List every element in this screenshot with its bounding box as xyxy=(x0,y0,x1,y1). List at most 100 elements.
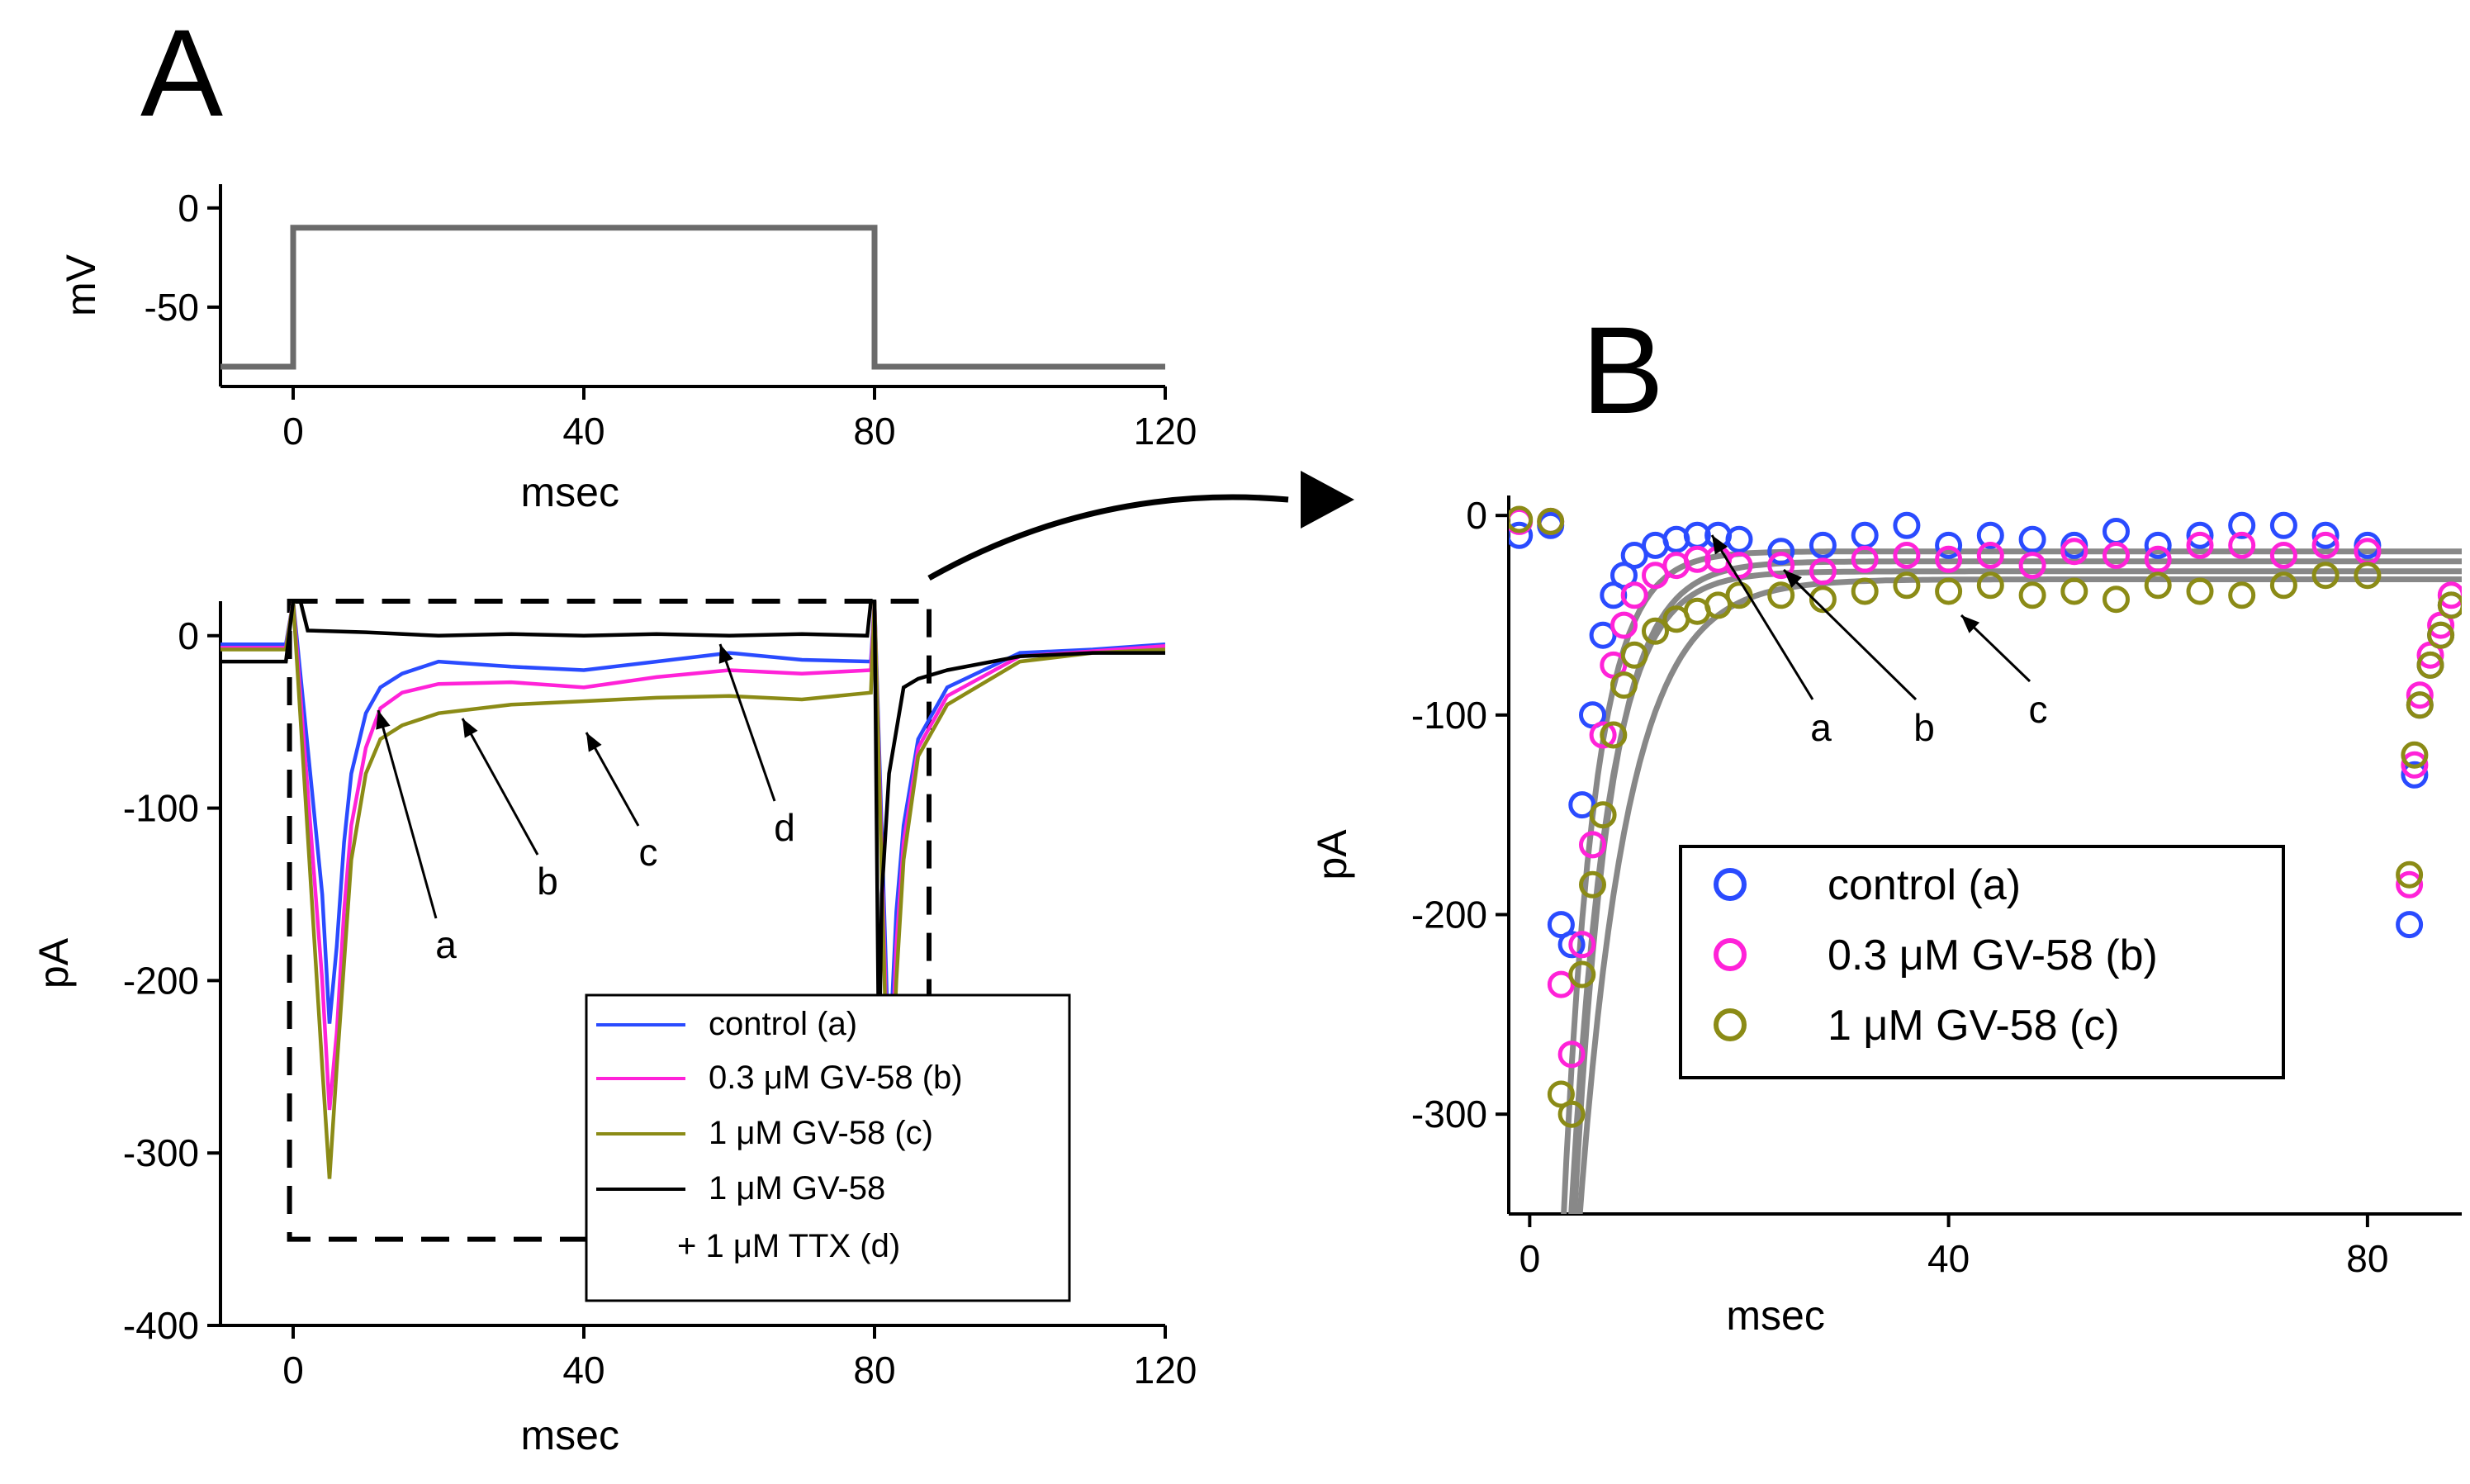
annotation-label: a xyxy=(435,923,457,966)
marker-gv58-1 xyxy=(2060,577,2088,605)
marker-gv58-1 xyxy=(1557,1100,1586,1128)
zoom-chart: 0 40 80 0 -100 -200 -300 msec pA a b c control (a) 0.… xyxy=(1309,494,2462,1339)
marker-gv58-0-3 xyxy=(1557,1041,1586,1069)
voltage-x-tick-label: 0 xyxy=(282,410,304,453)
marker-control xyxy=(1568,791,1596,819)
annotation-arrow xyxy=(461,718,539,856)
marker-control xyxy=(1767,538,1795,566)
zoom-connector-arrow xyxy=(927,494,1289,581)
marker-gv58-0-3 xyxy=(2144,545,2172,573)
fit-curve xyxy=(1572,558,2462,1214)
annotation-arrow-head xyxy=(718,644,733,664)
marker-gv58-0-3 xyxy=(1893,542,1921,569)
marker-gv58-1 xyxy=(1935,577,1963,605)
marker-gv58-1 xyxy=(1610,671,1638,699)
trace-gv58-1 xyxy=(220,600,1165,1179)
marker-gv58-1 xyxy=(1600,721,1628,749)
annotation-arrow xyxy=(377,709,438,919)
marker-gv58-1 xyxy=(1568,960,1596,989)
annotation-label: b xyxy=(1913,706,1935,749)
marker-control xyxy=(2228,511,2256,539)
voltage-x-tick-label: 80 xyxy=(853,410,895,453)
marker-control xyxy=(1509,521,1534,549)
annotation-arrow-head xyxy=(1784,570,1803,588)
marker-gv58-0-3 xyxy=(1851,545,1879,573)
marker-control xyxy=(2144,531,2172,559)
marker-gv58-0-3 xyxy=(1767,552,1795,580)
fit-curve xyxy=(1561,548,2462,1214)
marker-gv58-1 xyxy=(2437,591,2462,619)
current-legend-box xyxy=(585,993,1071,1302)
marker-gv58-0-3 xyxy=(1579,831,1606,859)
marker-gv58-1 xyxy=(1809,586,1837,614)
annotation-label: c xyxy=(2029,688,2048,731)
current-x-tick-label: 120 xyxy=(1134,1349,1197,1392)
marker-gv58-1 xyxy=(2228,581,2256,609)
current-y-tick-label: -400 xyxy=(123,1304,199,1347)
current-y-tick-label: -200 xyxy=(123,959,199,1002)
marker-control xyxy=(1851,521,1879,549)
annotation-arrow-head xyxy=(1712,535,1728,555)
zoom-y-tick-label: 0 xyxy=(1466,494,1487,537)
voltage-y-tick-label: -50 xyxy=(145,286,199,329)
legend-entry: 1 μM GV-58 (c) xyxy=(709,1115,933,1151)
marker-control xyxy=(1893,511,1921,539)
annotation-label: d xyxy=(774,806,795,849)
voltage-x-tick-label: 120 xyxy=(1134,410,1197,453)
annotation-arrow xyxy=(1710,534,1814,700)
annotation-arrow-head xyxy=(586,733,602,752)
marker-gv58-1 xyxy=(1642,617,1669,645)
zoom-y-axis-label: pA xyxy=(1309,829,1355,880)
zoom-x-axis-label: msec xyxy=(1726,1292,1824,1339)
marker-gv58-1 xyxy=(2416,651,2444,679)
marker-gv58-1 xyxy=(1537,507,1565,535)
legend-entry: control (a) xyxy=(1828,861,2021,909)
legend-marker xyxy=(1714,938,1747,971)
marker-control xyxy=(1976,521,2004,549)
voltage-y-axis-label: mV xyxy=(58,254,104,316)
marker-gv58-1 xyxy=(2018,581,2046,609)
zoom-y-tick-label: -100 xyxy=(1411,694,1487,737)
legend-entry: 0.3 μM GV-58 (b) xyxy=(709,1060,963,1096)
fit-curve xyxy=(1568,568,2462,1214)
marker-gv58-0-3 xyxy=(2018,552,2046,580)
zoom-legend-box xyxy=(1679,845,2285,1079)
marker-control xyxy=(2186,521,2214,549)
marker-gv58-0-3 xyxy=(1725,552,1753,580)
legend-entry: 1 μM GV-58 (c) xyxy=(1828,1002,2120,1050)
voltage-chart: 0 40 80 120 0 -50 msec mV xyxy=(58,184,1197,515)
marker-gv58-0-3 xyxy=(2437,581,2462,609)
legend-entry: control (a) xyxy=(709,1006,857,1042)
marker-control xyxy=(2401,761,2429,789)
marker-gv58-0-3 xyxy=(2269,542,2297,569)
annotation-arrow-head xyxy=(462,718,478,738)
voltage-x-axis-label: msec xyxy=(521,469,619,515)
marker-gv58-0-3 xyxy=(1568,931,1596,959)
marker-gv58-0-3 xyxy=(1976,542,2004,569)
annotation-arrow-head xyxy=(376,710,391,730)
legend-marker xyxy=(1714,868,1747,901)
marker-gv58-0-3 xyxy=(1683,545,1711,573)
marker-gv58-1 xyxy=(1589,801,1617,829)
marker-control xyxy=(2311,521,2340,549)
marker-gv58-0-3 xyxy=(2396,870,2424,898)
marker-control xyxy=(1809,531,1837,559)
marker-gv58-1 xyxy=(2427,621,2455,649)
zoom-data xyxy=(1509,505,2462,1214)
marker-control xyxy=(2269,511,2297,539)
current-y-axis-label: pA xyxy=(31,937,77,989)
current-y-tick-label: -300 xyxy=(123,1131,199,1174)
marker-gv58-1 xyxy=(1725,581,1753,609)
marker-gv58-1 xyxy=(2354,562,2382,590)
marker-gv58-0-3 xyxy=(2186,531,2214,559)
marker-gv58-0-3 xyxy=(1809,557,1837,586)
marker-control xyxy=(1725,525,1753,553)
marker-gv58-1 xyxy=(1509,505,1534,533)
current-traces xyxy=(220,600,1165,1179)
zoom-y-tick-label: -300 xyxy=(1411,1093,1487,1136)
marker-gv58-1 xyxy=(1851,577,1879,605)
zoom-x-tick-label: 40 xyxy=(1927,1237,1970,1280)
current-x-tick-label: 40 xyxy=(562,1349,604,1392)
current-y-tick-label: 0 xyxy=(178,614,199,657)
